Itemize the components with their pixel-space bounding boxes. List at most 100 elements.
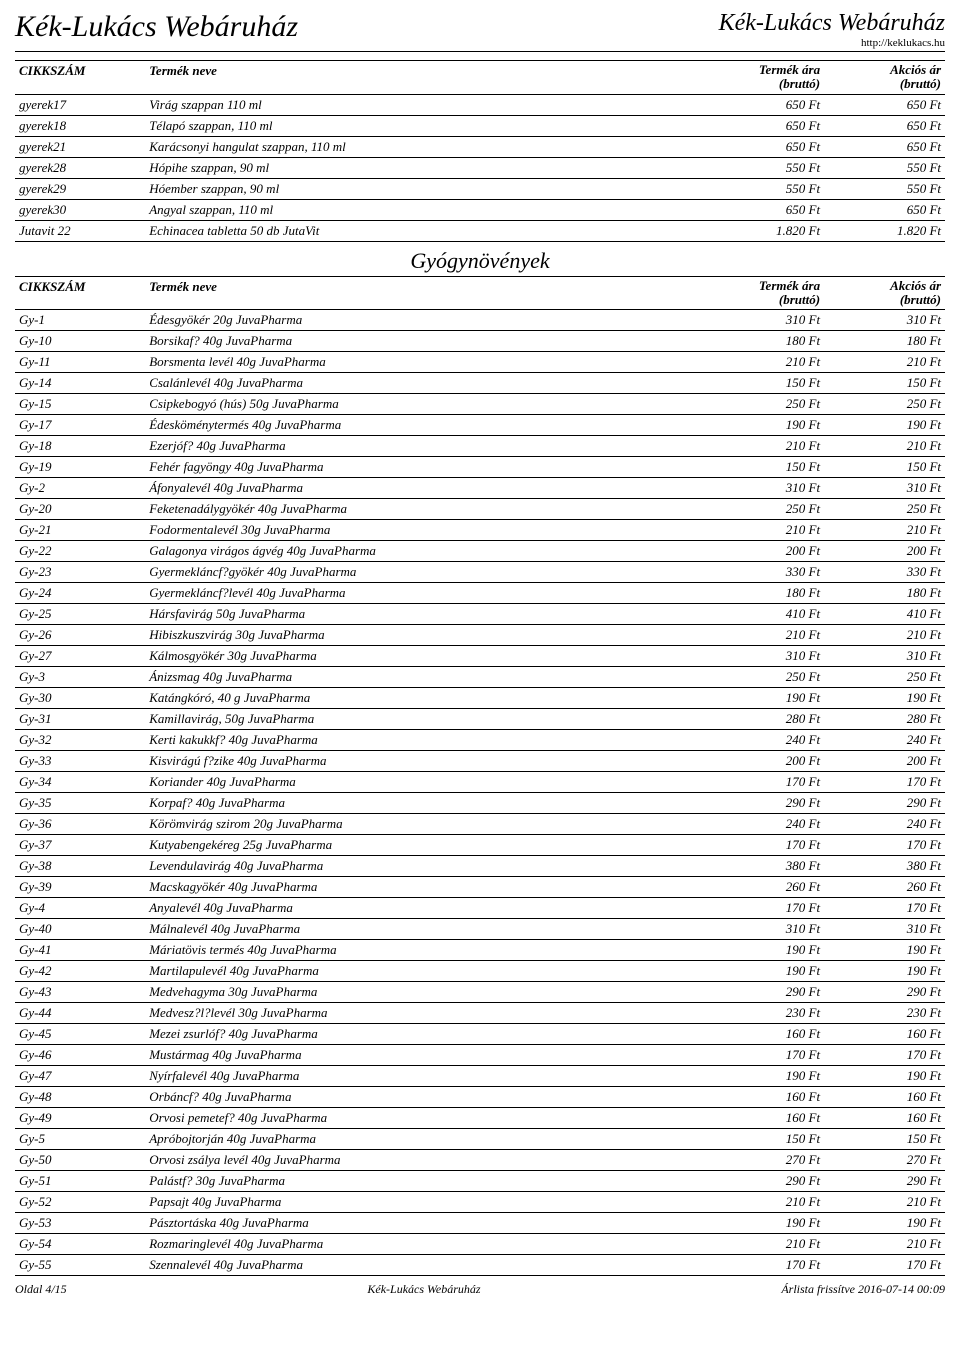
cell-sale: 550 Ft [824, 157, 945, 178]
table-row: Gy-41Máriatövis termés 40g JuvaPharma190… [15, 940, 945, 961]
cell-sale: 170 Ft [824, 835, 945, 856]
cell-name: Ezerjóf? 40g JuvaPharma [145, 436, 703, 457]
table-row: gyerek21Karácsonyi hangulat szappan, 110… [15, 136, 945, 157]
cell-price: 170 Ft [703, 1045, 824, 1066]
cell-sku: Gy-5 [15, 1129, 145, 1150]
cell-price: 250 Ft [703, 394, 824, 415]
table-row: Gy-35Korpaf? 40g JuvaPharma290 Ft290 Ft [15, 793, 945, 814]
cell-sku: Gy-10 [15, 331, 145, 352]
cell-name: Gyermekláncf?gyökér 40g JuvaPharma [145, 562, 703, 583]
table-row: Gy-24Gyermekláncf?levél 40g JuvaPharma18… [15, 583, 945, 604]
cell-name: Ánizsmag 40g JuvaPharma [145, 667, 703, 688]
cell-name: Szennalevél 40g JuvaPharma [145, 1255, 703, 1276]
cell-sku: Gy-45 [15, 1024, 145, 1045]
site-title-right-box: Kék-Lukács Webáruház http://keklukacs.hu [719, 10, 945, 49]
cell-price: 180 Ft [703, 583, 824, 604]
cell-sku: gyerek30 [15, 199, 145, 220]
cell-name: Kisvirágú f?zike 40g JuvaPharma [145, 751, 703, 772]
cell-sale: 310 Ft [824, 919, 945, 940]
cell-sale: 160 Ft [824, 1108, 945, 1129]
cell-name: Rozmaringlevél 40g JuvaPharma [145, 1234, 703, 1255]
cell-price: 190 Ft [703, 1066, 824, 1087]
cell-name: Fehér fagyöngy 40g JuvaPharma [145, 457, 703, 478]
table-row: Gy-27Kálmosgyökér 30g JuvaPharma310 Ft31… [15, 646, 945, 667]
table-row: Gy-31Kamillavirág, 50g JuvaPharma280 Ft2… [15, 709, 945, 730]
cell-sku: Gy-26 [15, 625, 145, 646]
col-sku: CIKKSZÁM [15, 61, 145, 95]
cell-price: 290 Ft [703, 793, 824, 814]
cell-sale: 250 Ft [824, 667, 945, 688]
cell-sale: 210 Ft [824, 625, 945, 646]
cell-name: Katángkóró, 40 g JuvaPharma [145, 688, 703, 709]
cell-sale: 550 Ft [824, 178, 945, 199]
cell-sku: gyerek28 [15, 157, 145, 178]
cell-price: 200 Ft [703, 541, 824, 562]
cell-price: 1.820 Ft [703, 220, 824, 241]
page-footer: Oldal 4/15 Kék-Lukács Webáruház Árlista … [15, 1282, 945, 1297]
table-row: Gy-19Fehér fagyöngy 40g JuvaPharma150 Ft… [15, 457, 945, 478]
table-row: Gy-11Borsmenta levél 40g JuvaPharma210 F… [15, 352, 945, 373]
cell-name: Levendulavirág 40g JuvaPharma [145, 856, 703, 877]
cell-name: Hársfavirág 50g JuvaPharma [145, 604, 703, 625]
site-url: http://keklukacs.hu [719, 37, 945, 49]
cell-name: Édesgyökér 20g JuvaPharma [145, 310, 703, 331]
cell-price: 310 Ft [703, 919, 824, 940]
table-row: Gy-3Ánizsmag 40g JuvaPharma250 Ft250 Ft [15, 667, 945, 688]
table-row: Gy-30Katángkóró, 40 g JuvaPharma190 Ft19… [15, 688, 945, 709]
cell-name: Kálmosgyökér 30g JuvaPharma [145, 646, 703, 667]
table-row: Gy-53Pásztortáska 40g JuvaPharma190 Ft19… [15, 1213, 945, 1234]
table-row: Gy-43Medvehagyma 30g JuvaPharma290 Ft290… [15, 982, 945, 1003]
cell-name: Macskagyökér 40g JuvaPharma [145, 877, 703, 898]
cell-sale: 210 Ft [824, 520, 945, 541]
cell-sale: 1.820 Ft [824, 220, 945, 241]
cell-name: Medvehagyma 30g JuvaPharma [145, 982, 703, 1003]
cell-price: 170 Ft [703, 772, 824, 793]
cell-sku: Gy-1 [15, 310, 145, 331]
cell-price: 270 Ft [703, 1150, 824, 1171]
cell-price: 210 Ft [703, 1192, 824, 1213]
cell-name: Orvosi pemetef? 40g JuvaPharma [145, 1108, 703, 1129]
table-row: Gy-44Medvesz?l?levél 30g JuvaPharma230 F… [15, 1003, 945, 1024]
cell-sku: Gy-3 [15, 667, 145, 688]
cell-sale: 160 Ft [824, 1024, 945, 1045]
cell-sku: Gy-37 [15, 835, 145, 856]
cell-name: Nyírfalevél 40g JuvaPharma [145, 1066, 703, 1087]
table-row: Gy-5Apróbojtorján 40g JuvaPharma150 Ft15… [15, 1129, 945, 1150]
cell-price: 550 Ft [703, 178, 824, 199]
col-price: Termék ára (bruttó) [703, 276, 824, 310]
section-title: Gyógynövények [15, 248, 945, 274]
cell-name: Karácsonyi hangulat szappan, 110 ml [145, 136, 703, 157]
table-row: gyerek17Virág szappan 110 ml650 Ft650 Ft [15, 94, 945, 115]
cell-price: 210 Ft [703, 625, 824, 646]
table-row: Gy-45Mezei zsurlóf? 40g JuvaPharma160 Ft… [15, 1024, 945, 1045]
cell-name: Echinacea tabletta 50 db JutaVit [145, 220, 703, 241]
cell-sku: Gy-40 [15, 919, 145, 940]
cell-sku: Gy-2 [15, 478, 145, 499]
cell-name: Hóember szappan, 90 ml [145, 178, 703, 199]
cell-name: Galagonya virágos ágvég 40g JuvaPharma [145, 541, 703, 562]
cell-price: 240 Ft [703, 730, 824, 751]
cell-price: 200 Ft [703, 751, 824, 772]
cell-sale: 280 Ft [824, 709, 945, 730]
cell-sale: 650 Ft [824, 199, 945, 220]
table-row: Gy-49Orvosi pemetef? 40g JuvaPharma 160 F… [15, 1108, 945, 1129]
cell-sku: Gy-34 [15, 772, 145, 793]
cell-price: 250 Ft [703, 499, 824, 520]
cell-sku: Gy-53 [15, 1213, 145, 1234]
cell-sku: gyerek29 [15, 178, 145, 199]
cell-sale: 260 Ft [824, 877, 945, 898]
cell-sku: Gy-49 [15, 1108, 145, 1129]
col-price-l2: (bruttó) [779, 76, 820, 91]
cell-sale: 240 Ft [824, 814, 945, 835]
cell-name: Angyal szappan, 110 ml [145, 199, 703, 220]
cell-sku: Gy-30 [15, 688, 145, 709]
cell-sku: Gy-27 [15, 646, 145, 667]
cell-sku: Gy-52 [15, 1192, 145, 1213]
page-header: Kék-Lukács Webáruház Kék-Lukács Webáruhá… [15, 10, 945, 52]
col-sale: Akciós ár (bruttó) [824, 276, 945, 310]
cell-price: 650 Ft [703, 94, 824, 115]
cell-price: 180 Ft [703, 331, 824, 352]
table-header-row: CIKKSZÁM Termék neve Termék ára (bruttó)… [15, 61, 945, 95]
price-table-2: CIKKSZÁM Termék neve Termék ára (bruttó)… [15, 276, 945, 1277]
cell-sku: gyerek18 [15, 115, 145, 136]
